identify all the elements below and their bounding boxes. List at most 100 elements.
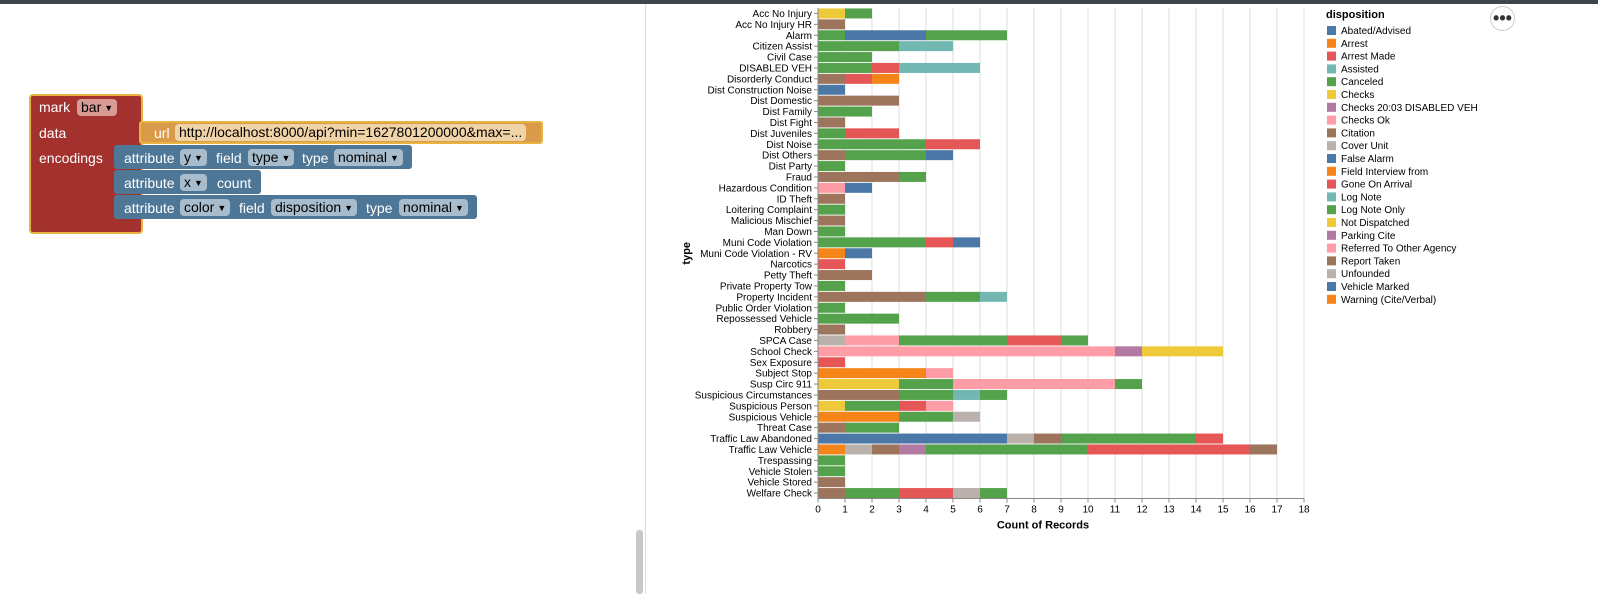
- x-tick-label: 14: [1190, 505, 1202, 516]
- bar-segment: [818, 62, 872, 73]
- bar-segment: [818, 8, 845, 19]
- legend-label: Checks: [1341, 90, 1374, 101]
- bar-segment: [926, 139, 980, 150]
- x-tick-label: 8: [1031, 505, 1037, 516]
- y-tick-label: Robbery: [774, 325, 812, 336]
- attribute-dropdown-y[interactable]: y ▼: [180, 149, 207, 166]
- attribute-label: attribute: [124, 175, 175, 191]
- bar-segment: [818, 226, 845, 237]
- y-tick-label: Traffic Law Abandoned: [710, 434, 812, 445]
- bar-segment: [872, 62, 899, 73]
- bar-segment: [953, 237, 980, 248]
- y-tick-label: Vehicle Stolen: [749, 467, 812, 478]
- bar-segment: [845, 488, 899, 499]
- legend-label: Referred To Other Agency: [1341, 244, 1456, 255]
- y-tick-label: Suspicious Vehicle: [729, 412, 813, 423]
- legend-label: Arrest: [1341, 39, 1368, 50]
- legend-swatch: [1327, 64, 1336, 74]
- y-tick-label: Dist Others: [762, 151, 812, 162]
- field-label: field: [239, 200, 265, 216]
- x-axis-title: Count of Records: [997, 520, 1089, 532]
- bar-segment: [1196, 433, 1223, 444]
- count-label: count: [217, 175, 252, 191]
- bar-segment: [818, 117, 845, 128]
- legend-swatch: [1327, 269, 1336, 279]
- bar-segment: [926, 150, 953, 161]
- bar-segment: [926, 368, 953, 379]
- data-label: data: [39, 125, 67, 141]
- bar-segment: [1115, 346, 1142, 357]
- y-tick-label: Dist Domestic: [750, 96, 812, 107]
- bar-segment: [845, 8, 872, 19]
- bar-segment: [818, 161, 845, 172]
- workspace-scrollbar[interactable]: [636, 530, 643, 594]
- bar-segment: [899, 400, 926, 411]
- x-tick-label: 11: [1110, 505, 1121, 516]
- field-dropdown-disposition[interactable]: disposition ▼: [271, 199, 358, 216]
- legend-label: Checks 20:03 DISABLED VEH: [1341, 103, 1478, 114]
- mark-dropdown[interactable]: bar ▼: [77, 99, 118, 116]
- attribute-dropdown-color[interactable]: color ▼: [180, 199, 231, 216]
- legend-swatch: [1327, 154, 1336, 163]
- bar-segment: [1115, 379, 1142, 390]
- legend-label: Warning (Cite/Verbal): [1341, 295, 1436, 306]
- bar-segment: [1142, 346, 1223, 357]
- y-tick-label: Man Down: [764, 227, 812, 238]
- y-tick-label: School Check: [750, 347, 813, 358]
- legend-title: disposition: [1326, 9, 1385, 21]
- y-tick-label: Dist Noise: [766, 140, 812, 151]
- legend-swatch: [1327, 205, 1336, 215]
- bar-segment: [845, 335, 899, 346]
- y-tick-label: Property Incident: [736, 292, 812, 303]
- bar-segment: [818, 215, 845, 226]
- x-tick-label: 10: [1082, 505, 1094, 516]
- bar-segment: [926, 30, 1007, 41]
- bar-segment: [818, 171, 899, 182]
- bar-segment: [980, 291, 1007, 302]
- type-label: type: [302, 150, 329, 166]
- legend-swatch: [1327, 77, 1336, 87]
- x-tick-label: 12: [1136, 505, 1148, 516]
- type-dropdown-nominal[interactable]: nominal ▼: [334, 149, 403, 166]
- field-label: field: [216, 150, 242, 166]
- bar-segment: [899, 379, 953, 390]
- more-glyph: •••: [1493, 8, 1512, 28]
- bar-segment: [818, 237, 926, 248]
- y-tick-label: Narcotics: [770, 260, 812, 271]
- legend-label: Gone On Arrival: [1341, 180, 1412, 191]
- legend-swatch: [1327, 179, 1336, 189]
- blockly-workspace[interactable]: mark bar ▼ data url http://localhost:8000…: [0, 4, 645, 594]
- field-dropdown-type[interactable]: type ▼: [248, 149, 295, 166]
- bar-segment: [818, 302, 845, 313]
- more-options-icon[interactable]: •••: [1490, 6, 1515, 31]
- y-tick-label: Threat Case: [757, 423, 812, 434]
- bar-segment: [818, 400, 845, 411]
- bar-segment: [1007, 433, 1034, 444]
- legend-label: Abated/Advised: [1341, 26, 1411, 37]
- y-tick-label: Dist Family: [763, 107, 812, 118]
- attribute-dropdown-x[interactable]: x ▼: [180, 174, 207, 191]
- y-tick-label: Private Property Tow: [720, 281, 813, 292]
- legend-label: False Alarm: [1341, 154, 1394, 165]
- y-tick-label: Dist Juveniles: [750, 129, 812, 140]
- bar-segment: [899, 389, 953, 400]
- y-tick-label: Susp Circ 911: [750, 380, 813, 391]
- legend-swatch: [1327, 230, 1336, 240]
- bar-segment: [818, 41, 899, 52]
- legend-label: Vehicle Marked: [1341, 282, 1409, 293]
- x-tick-label: 2: [869, 505, 875, 516]
- bar-segment: [818, 389, 899, 400]
- x-tick-label: 1: [842, 505, 848, 516]
- bar-segment: [1034, 433, 1061, 444]
- bar-segment: [818, 346, 1115, 357]
- url-field[interactable]: http://localhost:8000/api?min=1627801200…: [175, 124, 527, 141]
- y-tick-label: Dist Fight: [770, 118, 812, 129]
- bar-segment: [818, 193, 845, 204]
- type-label: type: [366, 200, 393, 216]
- bar-segment: [818, 477, 845, 488]
- x-tick-label: 6: [977, 505, 983, 516]
- type-dropdown-nominal[interactable]: nominal ▼: [399, 199, 468, 216]
- y-tick-label: Traffic Law Vehicle: [729, 445, 813, 456]
